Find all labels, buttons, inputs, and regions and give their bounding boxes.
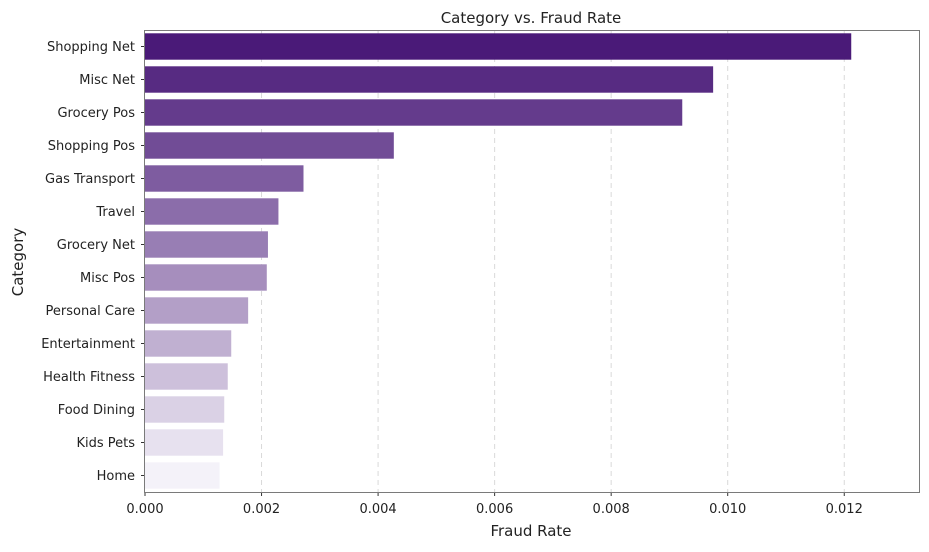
bar-grocery-pos: [145, 99, 683, 126]
x-tick-label: 0.002: [243, 502, 280, 517]
y-tick-label: Gas Transport: [45, 172, 135, 187]
x-tick-label: 0.004: [359, 502, 396, 517]
y-tick-label: Health Fitness: [43, 370, 135, 385]
x-tick-labels: 0.000 0.002 0.004 0.006 0.008 0.010 0.012: [126, 492, 863, 517]
chart-title: Category vs. Fraud Rate: [441, 9, 622, 27]
bar-health-fitness: [145, 363, 228, 390]
y-axis-label: Category: [9, 228, 27, 297]
bar-home: [145, 462, 220, 489]
x-tick-label: 0.006: [476, 502, 513, 517]
y-tick-label: Misc Net: [79, 73, 135, 88]
y-tick-label: Grocery Net: [57, 238, 135, 253]
bar-personal-care: [145, 297, 249, 324]
bar-misc-pos: [145, 264, 267, 291]
y-tick-label: Kids Pets: [76, 436, 135, 451]
y-tick-label: Misc Pos: [80, 271, 135, 286]
y-tick-label: Shopping Pos: [48, 139, 136, 154]
x-tick-label: 0.008: [593, 502, 630, 517]
x-tick-label: 0.010: [709, 502, 746, 517]
bar-kids-pets: [145, 429, 224, 456]
bar-entertainment: [145, 330, 232, 357]
y-tick-label: Entertainment: [41, 337, 135, 352]
x-tick-label: 0.000: [126, 502, 163, 517]
y-tick-label: Travel: [95, 205, 135, 220]
bar-shopping-net: [145, 33, 852, 60]
bar-shopping-pos: [145, 132, 394, 159]
bars: [145, 33, 852, 489]
bar-misc-net: [145, 66, 714, 93]
bar-food-dining: [145, 396, 225, 423]
y-tick-label: Personal Care: [46, 304, 136, 319]
plot-frame: [144, 30, 920, 493]
x-axis-label: Fraud Rate: [490, 522, 571, 540]
bar-travel: [145, 198, 279, 225]
y-tick-label: Shopping Net: [47, 40, 135, 55]
bar-gas-transport: [145, 165, 304, 192]
x-tick-label: 0.012: [826, 502, 863, 517]
y-tick-labels: Shopping Net Misc Net Grocery Pos Shopping …: [41, 40, 145, 484]
y-tick-label: Home: [97, 469, 135, 484]
y-tick-label: Food Dining: [58, 403, 135, 418]
bar-grocery-net: [145, 231, 268, 258]
y-tick-label: Grocery Pos: [57, 106, 135, 121]
